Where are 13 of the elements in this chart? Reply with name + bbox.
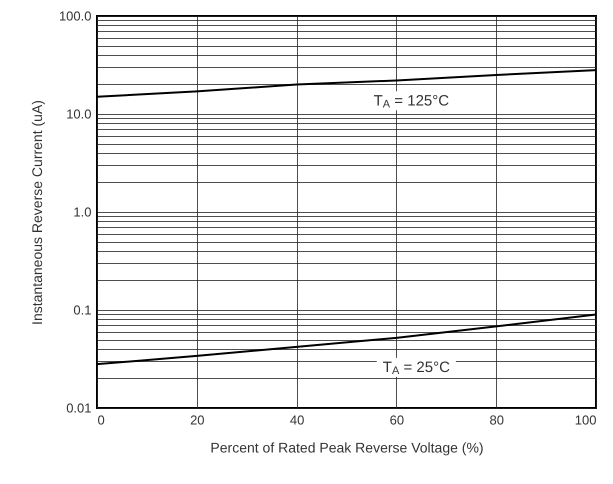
y-tick-label: 100.0 bbox=[58, 8, 92, 24]
x-tick-label: 60 bbox=[390, 412, 404, 428]
x-tick-label: 0 bbox=[98, 412, 105, 428]
x-axis-title: Percent of Rated Peak Reverse Voltage (%) bbox=[210, 440, 484, 456]
x-tick-label: 100 bbox=[574, 412, 596, 428]
y-tick-label: 10.0 bbox=[66, 106, 92, 122]
y-axis-title: Instantaneous Reverse Current (uA) bbox=[28, 100, 45, 325]
x-tick-label: 20 bbox=[190, 412, 205, 428]
y-tick-label: 0.01 bbox=[66, 400, 92, 416]
x-tick-label: 80 bbox=[489, 412, 504, 428]
y-tick-label: 1.0 bbox=[73, 204, 92, 220]
y-tick-label: 0.1 bbox=[73, 302, 92, 318]
x-tick-label: 40 bbox=[290, 412, 304, 428]
